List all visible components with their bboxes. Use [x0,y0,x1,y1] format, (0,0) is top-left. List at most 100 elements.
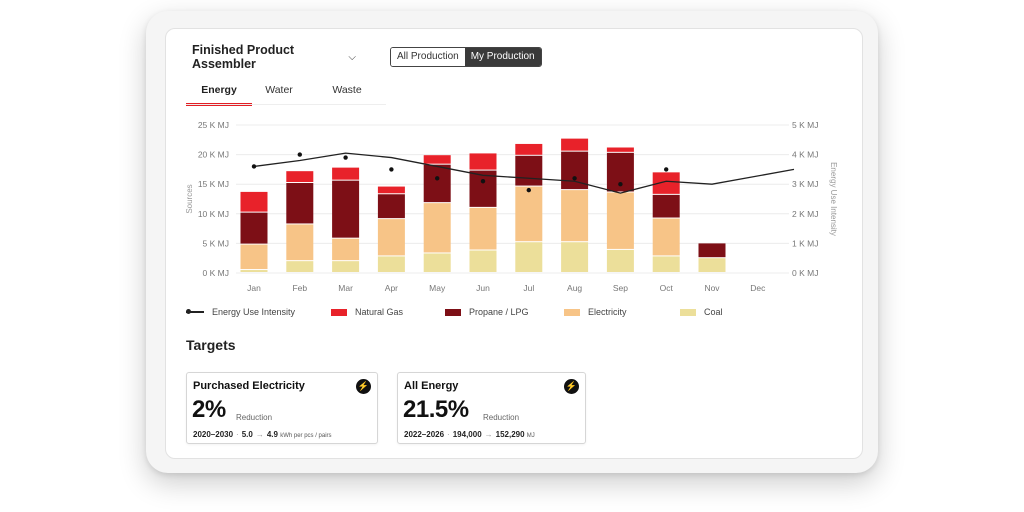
card-percent: 2% [192,396,226,423]
eui-point [664,167,669,172]
x-tick-label: Sep [613,283,628,293]
legend-item-propane: Propane / LPG [445,307,529,317]
legend-item-natural-gas: Natural Gas [331,307,403,317]
x-tick-label: Aug [567,283,582,293]
bar-segment [377,219,405,256]
bar-segment [515,155,543,186]
arrow-right-icon: → [255,430,264,439]
dashboard-screen: Finished Product Assembler ⌵ All Product… [165,28,863,459]
tab-divider [186,104,386,105]
x-tick-label: Nov [704,283,720,293]
x-tick-label: Feb [292,283,307,293]
production-toggle[interactable]: All Production My Production [390,47,542,67]
bar-segment [240,191,268,212]
tab-waste[interactable]: Waste [332,84,362,96]
bar-segment [469,170,497,207]
target-card-all-energy[interactable]: All Energy ⚡ 21.5% Reduction 2022–2026 · 1… [397,372,586,444]
bar-segment [377,186,405,194]
bar-segment [332,167,360,180]
bar-segment [652,194,680,218]
card-to: 152,290 [495,430,525,439]
tab-water[interactable]: Water [265,84,293,96]
y-tick-label: 20 K MJ [198,150,229,160]
y-tick-label: 25 K MJ [198,120,229,130]
x-tick-label: Oct [660,283,674,293]
bar-segment [561,138,589,151]
arrow-right-icon: → [484,430,493,439]
bar-segment [469,153,497,170]
y-axis-label: Sources [185,184,194,213]
bar-segment [377,194,405,219]
bar-segment [652,172,680,194]
card-unit: kWh per pcs / pairs [280,433,332,439]
legend-label: Coal [704,307,723,317]
x-tick-label: Dec [750,283,766,293]
eui-point [526,187,531,193]
bar-segment [240,212,268,244]
y2-axis-label: Energy Use Intensity [829,162,838,236]
x-tick-label: Jul [523,283,534,293]
bar-segment [606,192,634,249]
legend-item-eui: Energy Use Intensity [186,307,295,317]
targets-heading: Targets [186,337,236,353]
eui-point [618,182,623,187]
y-tick-label: 5 K MJ [203,238,229,248]
card-reduction-label: Reduction [236,413,273,422]
facility-selector[interactable]: Finished Product Assembler ⌵ [192,43,370,71]
eui-point [435,176,440,181]
bar-segment [515,186,543,242]
eui-line [253,152,795,194]
target-card-purchased-electricity[interactable]: Purchased Electricity ⚡ 2% Reduction 202… [186,372,378,444]
bar-segment [423,203,451,253]
bar-segment [515,242,543,272]
card-years: 2022–2026 [404,430,445,439]
toggle-all-production[interactable]: All Production [391,48,465,66]
bar-segment [515,143,543,155]
y-tick-label: 0 K MJ [203,268,229,278]
facility-selector-label: Finished Product Assembler [192,43,295,71]
legend-swatch [680,308,696,316]
bar-segment [332,261,360,272]
lightning-icon: ⚡ [356,379,371,394]
legend-swatch [445,308,461,316]
card-to: 4.9 [266,430,278,439]
y2-tick-label: 4 K MJ [792,150,818,160]
legend-swatch [331,308,347,316]
bar-segment [240,244,268,270]
eui-point [343,155,348,160]
y-tick-label: 15 K MJ [198,179,229,189]
bar-segment [286,171,314,183]
card-from: 194,000 [452,430,482,439]
card-footer: 2020–2030 · 5.0 → 4.9 kWh per pcs / pairs [193,430,332,439]
x-tick-label: Jun [476,283,490,293]
bar-segment [423,164,451,203]
bar-segment [652,256,680,272]
x-tick-label: May [429,283,446,293]
y2-tick-label: 2 K MJ [792,209,818,219]
toggle-my-production[interactable]: My Production [464,48,541,66]
bar-segment [561,190,589,242]
bar-segment [286,224,314,261]
chevron-down-icon: ⌵ [348,51,356,63]
energy-chart: 0 K MJ 5 K MJ 10 K MJ 15 K MJ 20 K MJ 25 K MJ… [185,120,838,293]
bar-segment [469,250,497,272]
bar-segment [423,253,451,272]
eui-point [251,164,257,169]
bar-segment [240,270,268,272]
legend-label: Natural Gas [355,307,404,317]
card-title: Purchased Electricity [193,380,305,392]
tab-energy[interactable]: Energy [186,81,252,106]
eui-point [572,176,577,181]
card-unit: MJ [526,433,535,439]
legend-label: Propane / LPG [469,307,529,317]
legend-item-coal: Coal [680,307,723,317]
bar-segment [561,151,589,190]
card-percent: 21.5% [403,396,469,423]
bar-segment [332,238,360,261]
legend-line-swatch [186,309,204,314]
bar-segment [332,180,360,238]
x-tick-label: Apr [385,283,398,293]
eui-point [389,167,394,172]
legend-item-electricity: Electricity [564,307,627,317]
bar-segment [698,243,726,258]
